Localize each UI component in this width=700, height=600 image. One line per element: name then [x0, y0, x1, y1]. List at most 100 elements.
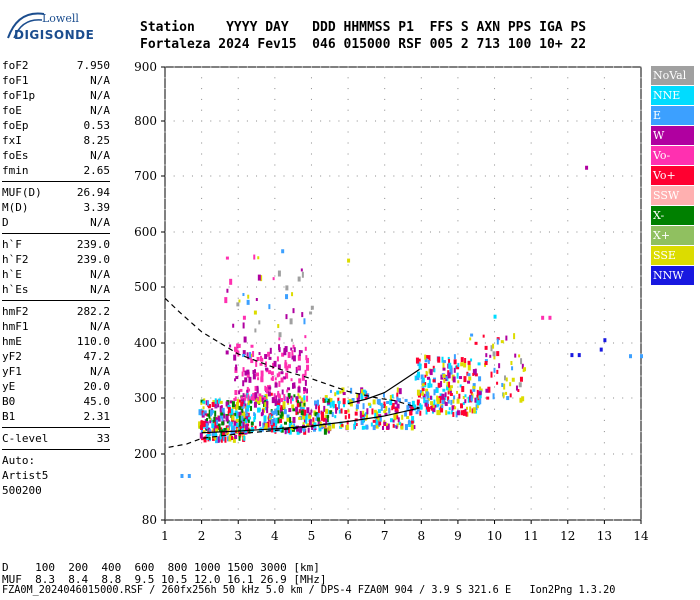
- grid-dot: [310, 175, 312, 177]
- echo-point: [219, 405, 222, 412]
- echo-point: [291, 353, 294, 360]
- grid-dot: [292, 342, 294, 344]
- echo-point: [187, 474, 191, 478]
- echo-point: [285, 365, 289, 371]
- echo-point: [235, 349, 239, 355]
- echo-point: [440, 406, 444, 413]
- echo-point: [448, 362, 452, 369]
- echo-point: [259, 362, 263, 366]
- grid-dot: [640, 197, 642, 199]
- echo-point: [408, 419, 411, 424]
- echo-point: [238, 411, 242, 415]
- echo-point: [265, 361, 268, 367]
- echo-point: [492, 351, 496, 357]
- grid-dot: [613, 519, 615, 521]
- grid-dot: [201, 131, 203, 133]
- grid-dot: [576, 397, 578, 399]
- echo-point: [470, 395, 473, 402]
- echo-point: [253, 310, 257, 315]
- grid-dot: [521, 175, 523, 177]
- grid-dot: [512, 342, 514, 344]
- grid-dot: [237, 120, 239, 122]
- grid-dot: [310, 342, 312, 344]
- echo-point: [437, 382, 441, 388]
- echo-point: [277, 364, 281, 370]
- grid-dot: [191, 519, 193, 521]
- grid-dot: [622, 286, 624, 288]
- echo-point: [257, 256, 260, 260]
- echo-point: [430, 383, 433, 388]
- echo-point: [204, 410, 207, 414]
- grid-dot: [457, 320, 459, 322]
- echo-point: [456, 372, 459, 379]
- param-row: foEp 0.53: [2, 118, 110, 133]
- grid-dot: [603, 375, 605, 377]
- echo-point: [421, 388, 425, 392]
- grid-dot: [494, 475, 496, 477]
- echo-point: [396, 423, 399, 428]
- grid-dot: [292, 519, 294, 521]
- echo-point: [295, 366, 298, 373]
- echo-point: [205, 423, 208, 430]
- echo-point: [273, 417, 276, 423]
- grid-dot: [457, 197, 459, 199]
- echo-point: [629, 354, 633, 359]
- grid-dot: [457, 98, 459, 100]
- echo-point: [245, 424, 249, 431]
- grid-dot: [640, 88, 642, 90]
- echo-point: [213, 425, 217, 432]
- grid-dot: [164, 375, 166, 377]
- echo-point: [340, 408, 343, 414]
- grid-dot: [420, 98, 422, 100]
- echo-point: [448, 387, 452, 392]
- echo-point: [279, 418, 283, 423]
- echo-point: [303, 428, 306, 432]
- grid-dot: [494, 308, 496, 310]
- grid-dot: [457, 508, 459, 510]
- echo-point: [355, 408, 358, 412]
- echo-point: [359, 410, 362, 417]
- grid-dot: [420, 242, 422, 244]
- grid-dot: [466, 453, 468, 455]
- echo-point: [292, 308, 295, 314]
- echo-point: [245, 413, 249, 417]
- echo-point: [242, 418, 246, 422]
- grid-dot: [292, 175, 294, 177]
- x-tick-label: 12: [560, 529, 575, 543]
- echo-point: [378, 414, 382, 418]
- echo-point: [436, 410, 440, 416]
- grid-dot: [256, 519, 258, 521]
- grid-dot: [530, 464, 532, 466]
- grid-dot: [567, 131, 569, 133]
- echo-point: [323, 398, 326, 403]
- echo-point: [474, 368, 477, 375]
- grid-dot: [457, 120, 459, 122]
- grid-dot: [219, 453, 221, 455]
- grid-dot: [558, 120, 560, 122]
- grid-dot: [310, 353, 312, 355]
- echo-point: [453, 395, 456, 400]
- grid-dot: [402, 453, 404, 455]
- grid-dot: [164, 153, 166, 155]
- grid-dot: [585, 342, 587, 344]
- echo-point: [283, 409, 287, 415]
- echo-point: [216, 419, 219, 425]
- echo-point: [421, 383, 425, 387]
- grid-dot: [274, 286, 276, 288]
- echo-point: [326, 414, 330, 418]
- echo-point: [467, 364, 471, 371]
- grid-dot: [457, 253, 459, 255]
- echo-point: [278, 380, 281, 387]
- echo-point: [257, 274, 261, 281]
- grid-dot: [265, 342, 267, 344]
- param-row: foEs N/A: [2, 148, 110, 163]
- grid-dot: [256, 231, 258, 233]
- grid-dot: [603, 453, 605, 455]
- echo-point: [315, 404, 318, 410]
- legend-item-ssw: SSW: [651, 186, 694, 205]
- echo-point: [326, 398, 330, 403]
- echo-point: [289, 318, 293, 325]
- echo-point: [271, 376, 274, 382]
- echo-point: [377, 409, 381, 414]
- grid-dot: [310, 375, 312, 377]
